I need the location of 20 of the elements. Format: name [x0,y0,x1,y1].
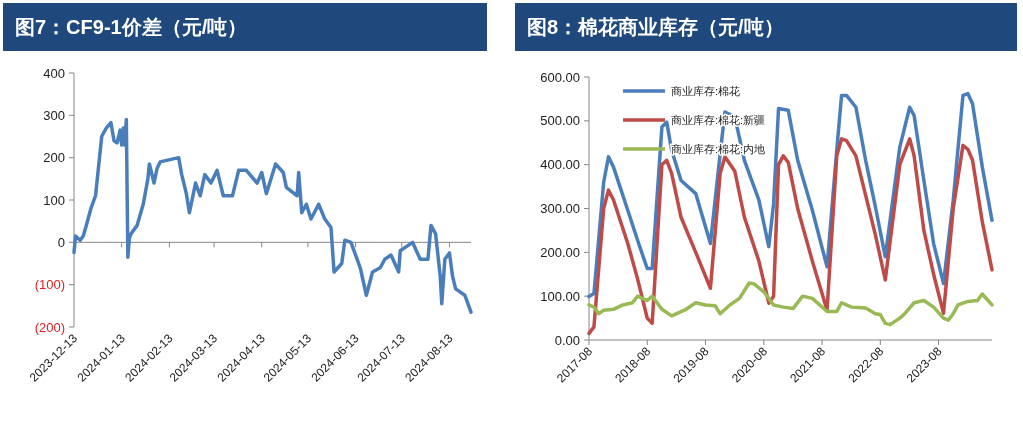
y-tick-label: 0 [57,234,65,250]
chart-title: 图8：棉花商业库存（元/吨） [527,16,784,38]
y-tick-label: (100) [34,277,65,293]
y-tick-label: 600.00 [540,69,580,85]
y-tick-label: 500.00 [540,113,580,129]
y-tick-label: 100.00 [540,288,580,304]
y-tick-label: 200.00 [540,244,580,260]
chart-title: 图7：CF9-1价差（元/吨） [15,16,248,38]
y-tick-label: 100 [43,192,65,208]
y-tick-label: (200) [34,319,65,335]
legend-label: 商业库存:棉花 [671,84,741,97]
y-tick-label: 200 [43,150,65,166]
y-tick-label: 300 [43,107,65,123]
line-series [72,117,473,314]
line-series [587,281,994,327]
y-tick-label: 400.00 [540,157,580,173]
y-tick-label: 400 [43,65,65,81]
y-tick-label: 0.00 [554,332,580,348]
line-series [587,137,994,336]
y-tick-label: 300.00 [540,201,580,217]
